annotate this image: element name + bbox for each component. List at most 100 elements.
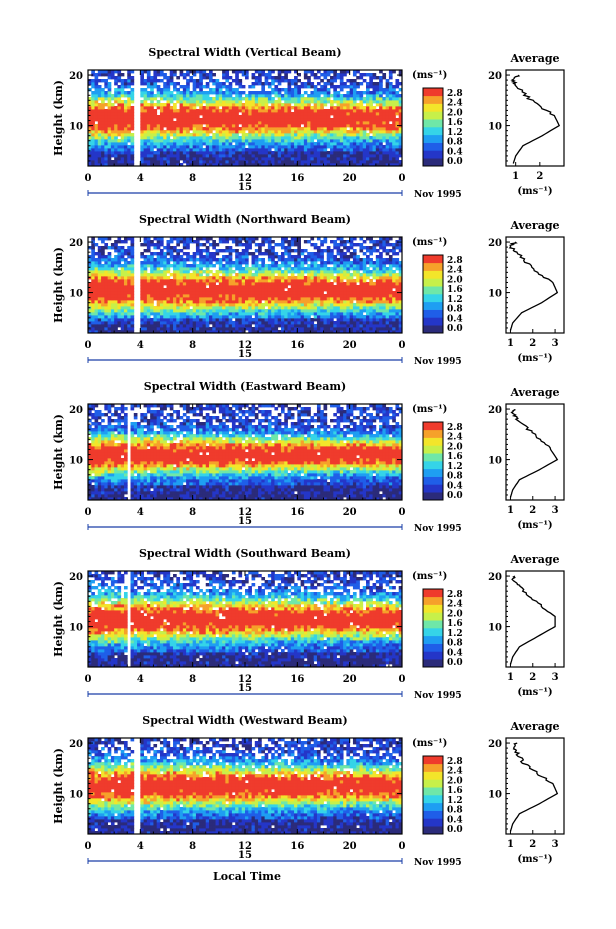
heatmap-cell	[192, 142, 197, 146]
heatmap-cell	[297, 270, 301, 274]
heatmap-cell	[107, 309, 112, 313]
heatmap-cell	[388, 103, 393, 107]
heatmap-cell	[274, 160, 279, 164]
heatmap-cell	[274, 282, 279, 286]
heatmap-cell	[169, 240, 174, 244]
heatmap-cell	[287, 79, 292, 83]
heatmap-cell	[310, 309, 315, 313]
heatmap-cell	[202, 237, 207, 241]
heatmap-cell	[199, 243, 203, 247]
heatmap-cell	[91, 300, 95, 304]
average-x-tick-label: 2	[536, 171, 543, 182]
heatmap-cell	[205, 318, 210, 322]
heatmap-cell	[303, 240, 308, 244]
heatmap-cell	[388, 112, 393, 116]
heatmap-cell	[153, 258, 158, 262]
heatmap-cell	[310, 243, 315, 247]
heatmap-cell	[117, 151, 122, 155]
heatmap-cell	[159, 291, 164, 295]
heatmap-cell	[192, 261, 197, 265]
heatmap-cell	[366, 103, 370, 107]
heatmap-cell	[254, 273, 259, 277]
heatmap-cell	[388, 100, 393, 104]
heatmap-cell	[212, 330, 216, 334]
heatmap-cell	[97, 160, 102, 164]
heatmap-cell	[245, 303, 249, 307]
heatmap-cell	[120, 145, 125, 149]
heatmap-cell	[192, 97, 197, 101]
heatmap-cell	[192, 127, 197, 131]
heatmap-cell	[222, 255, 226, 259]
heatmap-cell	[271, 282, 275, 286]
heatmap-cell	[123, 94, 128, 98]
colorbar-tick-label: 0.0	[447, 157, 463, 167]
heatmap-cell	[300, 273, 305, 277]
heatmap-cell	[120, 100, 125, 104]
heatmap-cell	[114, 249, 118, 253]
heatmap-cell	[388, 88, 393, 92]
heatmap-cell	[235, 303, 239, 307]
heatmap-cell	[343, 312, 347, 316]
heatmap-cell	[143, 106, 148, 110]
heatmap-cell	[146, 139, 151, 143]
heatmap-cell	[277, 288, 282, 292]
heatmap-cell	[264, 318, 269, 322]
heatmap-cell	[248, 136, 252, 140]
heatmap-cell	[280, 88, 285, 92]
heatmap-cell	[280, 282, 285, 286]
heatmap-cell	[218, 240, 223, 244]
heatmap-cell	[130, 115, 135, 119]
heatmap-cell	[287, 136, 292, 140]
heatmap-cell	[222, 309, 226, 313]
heatmap-cell	[284, 151, 288, 155]
heatmap-cell	[326, 324, 331, 328]
heatmap-cell	[123, 130, 128, 134]
heatmap-cell	[271, 330, 275, 334]
average-title: Average	[509, 52, 559, 65]
heatmap-cell	[127, 133, 131, 137]
heatmap-cell	[316, 151, 321, 155]
heatmap-cell	[120, 294, 125, 298]
heatmap-cell	[202, 76, 207, 80]
heatmap-cell	[277, 297, 282, 301]
heatmap-cell	[110, 282, 115, 286]
heatmap-cell	[333, 70, 337, 74]
heatmap-cell	[91, 157, 95, 161]
heatmap-cell	[222, 318, 226, 322]
heatmap-cell	[254, 94, 259, 98]
heatmap-cell	[258, 91, 262, 95]
colorbar-frame	[422, 87, 444, 167]
heatmap-cell	[277, 279, 282, 283]
heatmap-cell	[392, 100, 396, 104]
heatmap-cell	[284, 121, 288, 125]
heatmap-cell	[97, 264, 102, 268]
heatmap-cell	[264, 270, 269, 274]
heatmap-cell	[225, 136, 230, 140]
heatmap-cell	[176, 279, 180, 283]
heatmap-cell	[179, 121, 184, 125]
heatmap-cell	[176, 124, 180, 128]
heatmap-cell	[280, 291, 285, 295]
heatmap-cell	[101, 252, 105, 256]
heatmap-cell	[110, 315, 115, 319]
heatmap-cell	[195, 276, 200, 280]
heatmap-cell	[379, 70, 383, 74]
heatmap-cell	[392, 139, 396, 143]
heatmap-cell	[140, 88, 144, 92]
heatmap-cell	[398, 133, 403, 137]
heatmap-cell	[235, 312, 239, 316]
heatmap-cell	[349, 133, 354, 137]
heatmap-cell	[195, 282, 200, 286]
heatmap-cell	[294, 124, 298, 128]
heatmap-cell	[189, 327, 194, 331]
heatmap-cell	[159, 97, 164, 101]
heatmap-cell	[313, 264, 318, 268]
heatmap-cell	[127, 330, 131, 334]
heatmap-cell	[150, 264, 154, 268]
heatmap-cell	[254, 309, 259, 313]
heatmap-cell	[356, 115, 360, 119]
heatmap-cell	[163, 109, 167, 113]
heatmap-cell	[343, 100, 347, 104]
heatmap-cell	[359, 130, 364, 134]
heatmap-cell	[186, 288, 190, 292]
